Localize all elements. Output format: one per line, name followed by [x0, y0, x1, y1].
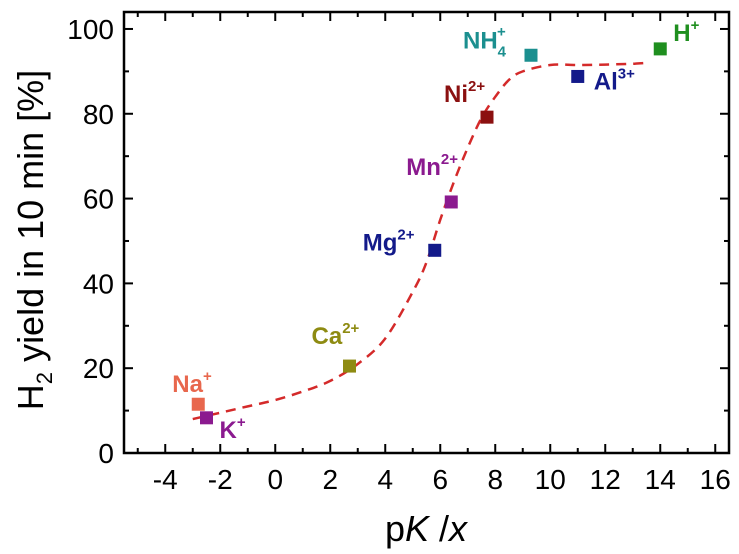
x-tick-label: -4 [153, 464, 178, 495]
point-label-ca: Ca2+ [312, 320, 360, 350]
point-label-ni: Ni2+ [444, 78, 485, 108]
point-label-na: Na+ [172, 368, 212, 398]
x-tick-label: -2 [208, 464, 233, 495]
point-label-mg: Mg2+ [363, 226, 415, 256]
x-tick-label: 14 [645, 464, 676, 495]
y-tick-label: 0 [98, 438, 114, 469]
y-tick-label: 80 [83, 99, 114, 130]
x-tick-label: 0 [267, 464, 283, 495]
data-point-ca [343, 359, 356, 373]
y-tick-label: 100 [67, 14, 114, 45]
x-axis-title: pK /x [385, 508, 469, 549]
y-tick-label: 40 [83, 268, 114, 299]
data-point-mg [428, 243, 442, 257]
point-label-h: H+ [673, 17, 699, 47]
y-tick-label: 60 [83, 184, 114, 215]
data-point-h [653, 42, 667, 56]
x-tick-label: 16 [700, 464, 731, 495]
x-tick-label: 8 [487, 464, 503, 495]
x-tick-label: 2 [322, 464, 338, 495]
fit-curve [192, 61, 647, 421]
plot-frame [122, 10, 731, 455]
point-label-k: K+ [220, 414, 246, 444]
axis-ticks [124, 12, 729, 454]
data-points [191, 42, 667, 425]
data-point-nh [524, 48, 538, 62]
point-labels: Na+ K+ Ca2+ Mg2+ Mn2+ Ni2+ NH4+ Al3+ H+ [172, 17, 699, 444]
point-label-mn: Mn2+ [406, 151, 458, 181]
data-point-al [571, 69, 585, 83]
y-axis-title: H2 yield in 10 min [%] [10, 70, 57, 410]
tick-labels: -4 -2 0 2 4 6 8 10 12 14 16 0 20 40 60 80 100 [67, 14, 731, 495]
x-tick-label: 10 [535, 464, 566, 495]
y-tick-label: 20 [83, 353, 114, 384]
point-label-nh: NH4+ [463, 23, 507, 60]
data-point-na [191, 397, 205, 411]
data-point-k [200, 411, 213, 425]
data-point-ni [480, 110, 494, 124]
point-label-al: Al3+ [594, 65, 635, 95]
x-tick-label: 4 [377, 464, 393, 495]
data-point-mn [444, 195, 458, 209]
x-tick-label: 6 [432, 464, 448, 495]
x-tick-label: 12 [590, 464, 621, 495]
